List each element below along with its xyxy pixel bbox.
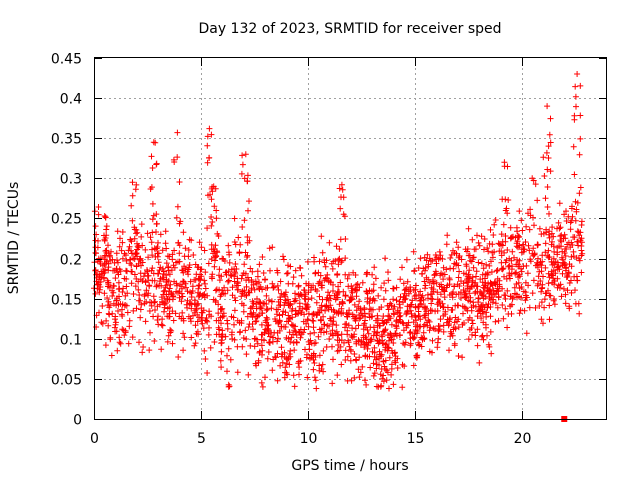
y-tick-label: 0.4 bbox=[60, 92, 82, 108]
y-axis-label: SRMTID / TECUs bbox=[6, 182, 22, 295]
x-tick-label: 15 bbox=[407, 431, 425, 447]
y-tick-label: 0 bbox=[73, 413, 82, 429]
y-tick-label: 0.1 bbox=[60, 333, 82, 349]
data-point-group bbox=[93, 115, 585, 385]
axis-ticks: 0 0.05 0.1 0.15 0.2 0.25 0.3 0.35 0.4 0.45 0 5 10 15 2… bbox=[51, 52, 607, 447]
grid-lines bbox=[94, 58, 607, 419]
y-tick-label: 0.45 bbox=[51, 52, 82, 68]
y-tick-label: 0.05 bbox=[51, 373, 82, 389]
x-tick-label: 10 bbox=[300, 431, 318, 447]
chart-title: Day 132 of 2023, SRMTID for receiver spe… bbox=[198, 21, 501, 37]
data-point-group bbox=[101, 71, 581, 392]
y-tick-label: 0.2 bbox=[60, 253, 82, 269]
y-tick-label: 0.3 bbox=[60, 172, 82, 188]
x-axis-label: GPS time / hours bbox=[291, 458, 408, 474]
y-tick-label: 0.35 bbox=[51, 132, 82, 148]
y-tick-label: 0.25 bbox=[51, 212, 82, 228]
x-tick-label: 0 bbox=[90, 431, 99, 447]
plot-frame bbox=[94, 57, 607, 420]
data-points bbox=[91, 71, 586, 422]
x-tick-label: 20 bbox=[514, 431, 532, 447]
data-point-group bbox=[94, 116, 584, 388]
x-tick-label: 5 bbox=[197, 431, 206, 447]
data-point-group bbox=[92, 83, 583, 391]
data-point-group bbox=[92, 133, 586, 388]
y-tick-label: 0.15 bbox=[51, 293, 82, 309]
